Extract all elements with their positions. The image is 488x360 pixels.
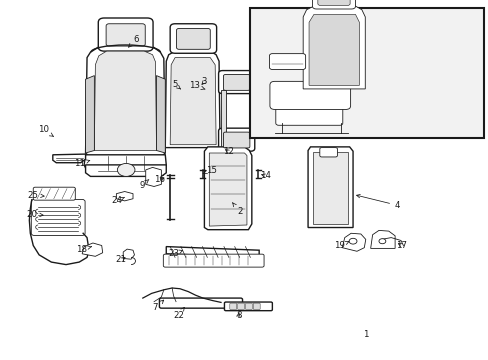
Text: 12: 12 xyxy=(223,148,234,156)
Text: 7: 7 xyxy=(152,300,163,312)
Text: 3: 3 xyxy=(201,77,207,86)
Text: 8: 8 xyxy=(235,310,241,320)
FancyBboxPatch shape xyxy=(33,187,75,200)
Polygon shape xyxy=(85,46,165,157)
FancyBboxPatch shape xyxy=(98,18,153,51)
Text: 4: 4 xyxy=(356,194,399,210)
FancyBboxPatch shape xyxy=(253,303,260,310)
Text: 19: 19 xyxy=(334,241,348,250)
FancyBboxPatch shape xyxy=(163,254,264,267)
Polygon shape xyxy=(116,192,133,201)
Text: 11: 11 xyxy=(74,159,90,168)
Polygon shape xyxy=(204,147,251,230)
Text: 9: 9 xyxy=(139,180,148,190)
Polygon shape xyxy=(85,165,166,176)
Polygon shape xyxy=(166,247,259,257)
Polygon shape xyxy=(370,230,394,248)
FancyBboxPatch shape xyxy=(319,148,337,157)
Polygon shape xyxy=(85,76,94,153)
FancyBboxPatch shape xyxy=(218,71,254,94)
FancyBboxPatch shape xyxy=(237,303,244,310)
Polygon shape xyxy=(94,51,156,150)
Text: 13: 13 xyxy=(189,81,204,90)
FancyBboxPatch shape xyxy=(106,24,145,46)
FancyBboxPatch shape xyxy=(269,81,350,109)
FancyBboxPatch shape xyxy=(176,28,210,49)
Circle shape xyxy=(348,238,356,244)
FancyBboxPatch shape xyxy=(269,54,305,69)
Polygon shape xyxy=(165,51,220,148)
FancyBboxPatch shape xyxy=(159,298,242,308)
FancyBboxPatch shape xyxy=(218,128,254,151)
Bar xyxy=(250,8,483,138)
Polygon shape xyxy=(308,14,359,85)
FancyBboxPatch shape xyxy=(229,303,236,310)
Polygon shape xyxy=(145,167,161,186)
Text: 21: 21 xyxy=(116,256,126,264)
Polygon shape xyxy=(221,90,225,148)
Text: 24: 24 xyxy=(111,197,124,205)
FancyBboxPatch shape xyxy=(312,0,355,9)
Polygon shape xyxy=(209,153,246,226)
Polygon shape xyxy=(303,6,365,89)
Text: 2: 2 xyxy=(232,203,242,216)
Text: 6: 6 xyxy=(128,35,139,47)
FancyBboxPatch shape xyxy=(275,104,342,125)
FancyBboxPatch shape xyxy=(223,132,249,148)
Polygon shape xyxy=(312,152,347,224)
Polygon shape xyxy=(123,249,134,259)
Circle shape xyxy=(378,239,385,244)
Text: 14: 14 xyxy=(259,171,270,180)
Text: 15: 15 xyxy=(203,166,216,175)
Text: 22: 22 xyxy=(173,307,184,320)
FancyBboxPatch shape xyxy=(245,303,252,310)
FancyBboxPatch shape xyxy=(31,199,85,235)
Text: 17: 17 xyxy=(396,241,407,250)
Polygon shape xyxy=(307,147,352,228)
Text: 16: 16 xyxy=(154,175,164,184)
FancyBboxPatch shape xyxy=(170,24,216,53)
Circle shape xyxy=(117,163,135,176)
Polygon shape xyxy=(53,154,85,163)
FancyBboxPatch shape xyxy=(317,0,349,5)
Text: 25: 25 xyxy=(28,191,44,199)
Polygon shape xyxy=(82,243,102,256)
Polygon shape xyxy=(170,58,216,145)
Text: 20: 20 xyxy=(26,210,43,219)
Text: 23: 23 xyxy=(168,249,182,258)
FancyBboxPatch shape xyxy=(224,302,272,311)
Text: 10: 10 xyxy=(38,125,53,136)
FancyBboxPatch shape xyxy=(223,75,249,90)
Text: 5: 5 xyxy=(172,80,180,89)
Polygon shape xyxy=(84,155,166,171)
Text: 1: 1 xyxy=(362,330,368,339)
Polygon shape xyxy=(342,233,365,251)
Polygon shape xyxy=(156,76,165,153)
Text: 18: 18 xyxy=(76,245,91,253)
